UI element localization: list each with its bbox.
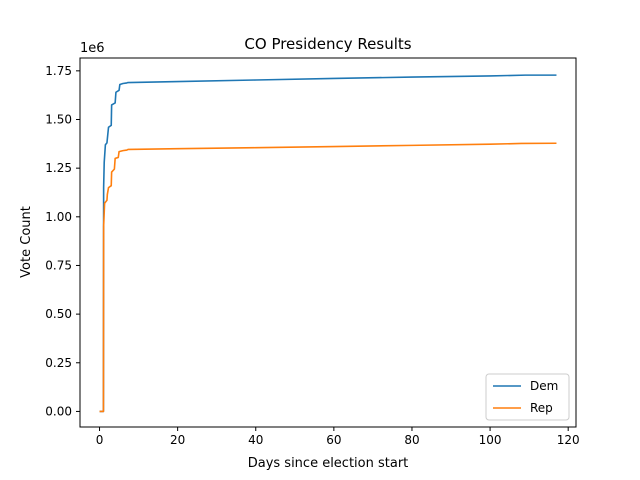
y-tick-label: 0.75 [45, 258, 72, 272]
x-tick-label: 100 [479, 433, 502, 447]
y-tick-label: 1.25 [45, 161, 72, 175]
y-tick-label: 0.25 [45, 356, 72, 370]
y-tick-label: 1.00 [45, 210, 72, 224]
legend-label-rep: Rep [530, 401, 553, 415]
x-tick-label: 0 [96, 433, 104, 447]
x-tick-label: 60 [326, 433, 341, 447]
y-tick-label: 1.75 [45, 64, 72, 78]
x-axis-label: Days since election start [248, 456, 409, 471]
chart-title: CO Presidency Results [244, 35, 411, 53]
x-tick-label: 80 [404, 433, 419, 447]
legend: Dem Rep [485, 373, 570, 421]
y-offset-label: 1e6 [80, 41, 105, 56]
y-axis-label: Vote Count [19, 206, 34, 278]
series-line-dem [99, 74, 557, 413]
legend-label-dem: Dem [530, 379, 558, 393]
y-tick-label: 0.50 [45, 307, 72, 321]
y-tick-label: 0.00 [45, 404, 72, 418]
series-line-rep [99, 142, 557, 413]
y-axis: 0.00 0.25 0.50 0.75 1.00 1.25 1.50 1.75 [45, 64, 80, 418]
plot-frame [79, 57, 577, 428]
plot-lines [99, 74, 557, 413]
x-tick-label: 40 [248, 433, 263, 447]
y-tick-label: 1.50 [45, 113, 72, 127]
x-tick-label: 120 [557, 433, 580, 447]
x-axis: 0 20 40 60 80 100 120 [96, 427, 580, 447]
x-tick-label: 20 [170, 433, 185, 447]
